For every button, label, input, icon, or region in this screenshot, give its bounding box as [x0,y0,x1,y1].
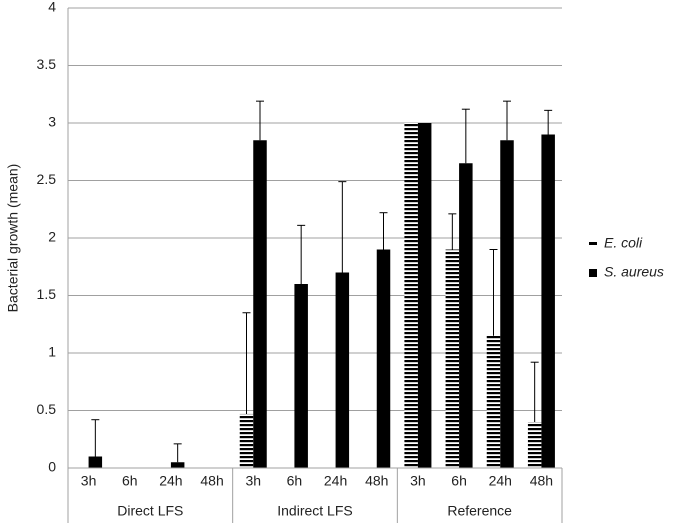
x-tick-label: 48h [200,473,223,489]
bar [170,462,185,468]
bar [459,163,473,468]
x-tick-label: 6h [451,473,467,489]
x-tick-label: 3h [81,473,97,489]
bar [445,249,460,468]
group-label: Indirect LFS [277,503,352,519]
y-axis-label: Bacterial growth (mean) [5,164,21,313]
bar [527,422,542,468]
y-tick-label: 3 [48,114,56,130]
y-tick-label: 0.5 [37,401,57,417]
x-tick-label: 24h [324,473,347,489]
x-tick-label: 48h [530,473,553,489]
bar [88,456,103,468]
legend-swatch [589,242,597,245]
legend-swatch [589,269,597,277]
y-tick-label: 2.5 [37,171,57,187]
x-tick-label: 6h [122,473,138,489]
bar [376,249,391,468]
x-tick-label: 24h [159,473,182,489]
y-tick-label: 1 [48,344,56,360]
y-tick-label: 0 [48,459,56,475]
x-tick-label: 3h [245,473,261,489]
y-tick-label: 1.5 [37,286,57,302]
bar [253,140,267,468]
bar [404,123,418,468]
bar [541,134,555,468]
bar [335,272,350,468]
legend-label: E. coli [604,235,643,251]
y-tick-label: 4 [48,0,56,15]
group-label: Direct LFS [117,503,183,519]
legend-label: S. aureus [604,264,664,280]
bar [294,284,308,468]
x-tick-label: 6h [287,473,303,489]
x-tick-label: 24h [489,473,512,489]
bar [417,123,432,468]
bar [239,413,254,468]
y-tick-label: 3.5 [37,56,57,72]
bar [500,140,514,468]
x-tick-label: 48h [365,473,388,489]
x-tick-label: 3h [410,473,426,489]
bar [486,335,501,468]
y-tick-label: 2 [48,229,56,245]
group-label: Reference [447,503,512,519]
